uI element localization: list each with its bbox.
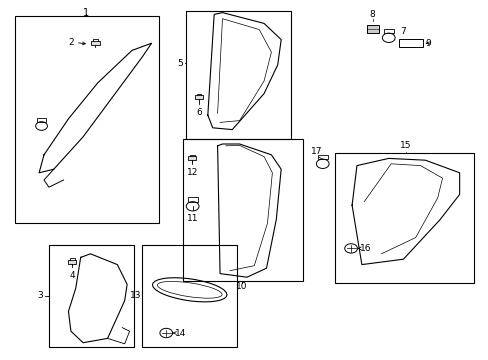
Bar [187, 197, 197, 202]
Bar [398, 39, 422, 47]
Bar [334, 153, 473, 283]
Bar [383, 29, 393, 33]
Text: 4: 4 [69, 271, 75, 280]
Bar [68, 260, 76, 264]
Text: 1: 1 [82, 8, 88, 18]
Bar [366, 25, 378, 33]
Text: 13: 13 [129, 292, 141, 300]
Text: 12: 12 [186, 168, 198, 177]
Bar [195, 95, 203, 99]
Text: 5: 5 [177, 58, 183, 68]
Text: 11: 11 [186, 214, 198, 223]
Text: 7: 7 [399, 27, 405, 36]
Bar [185, 11, 290, 139]
Bar [15, 16, 159, 223]
Bar [317, 155, 327, 159]
Text: 6: 6 [196, 108, 202, 117]
Bar [188, 156, 196, 160]
Bar [91, 41, 100, 45]
Text: 8: 8 [369, 10, 375, 19]
Bar [37, 118, 46, 122]
Text: 17: 17 [310, 147, 322, 156]
Text: 10: 10 [235, 282, 247, 291]
Text: 14: 14 [175, 328, 186, 338]
Text: 9: 9 [425, 39, 430, 48]
Text: 2: 2 [68, 38, 74, 47]
Text: 15: 15 [399, 141, 411, 150]
Bar [183, 139, 303, 281]
Text: 16: 16 [359, 244, 371, 253]
Text: 3: 3 [37, 292, 43, 300]
Bar [142, 245, 237, 347]
Bar [49, 245, 134, 347]
